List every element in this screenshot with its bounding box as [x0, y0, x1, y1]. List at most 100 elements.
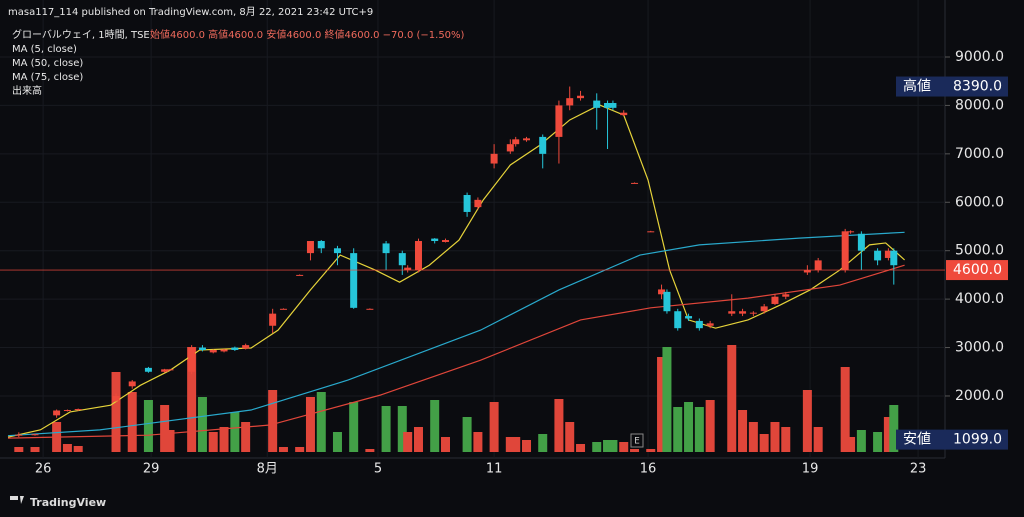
volume-bar: [592, 442, 602, 452]
candle-body: [242, 345, 250, 349]
volume-bar: [268, 390, 278, 452]
brand: TradingView: [30, 496, 106, 509]
candle-body: [555, 105, 563, 137]
plot: [0, 0, 945, 458]
indicator: MA (75, close): [12, 72, 83, 83]
candle-body: [431, 238, 439, 242]
volume-bar: [440, 437, 450, 452]
volume-bar: [230, 412, 240, 452]
volume-bar: [316, 392, 326, 452]
indicator: MA (50, close): [12, 58, 83, 69]
candle-body: [620, 112, 628, 116]
candle-body: [382, 243, 390, 254]
candle-body: [474, 199, 482, 208]
last-price-label: 4600.0: [953, 262, 1002, 278]
volume-bar: [111, 372, 121, 452]
volume-bar: [473, 432, 483, 452]
candle-body: [706, 323, 714, 326]
volume-bar: [522, 440, 532, 452]
volume-bar: [856, 430, 866, 452]
volume-bar: [413, 427, 423, 452]
candle-body: [604, 103, 612, 108]
moving-average: [7, 104, 905, 438]
moving-average: [7, 264, 905, 439]
volume-bar: [505, 437, 515, 452]
candle-body: [161, 369, 169, 372]
candle-body: [333, 248, 341, 254]
candle-body: [874, 250, 882, 261]
volume-bar: [738, 410, 748, 452]
candle-body: [674, 311, 682, 329]
x-tick-label: 26: [35, 462, 52, 477]
volume-bar: [662, 347, 672, 452]
volume-bar: [278, 447, 288, 452]
candle-body: [593, 100, 601, 108]
volume-bar: [630, 449, 640, 452]
candle-body: [577, 95, 585, 99]
y-tick-label: 4000.0: [955, 291, 1004, 307]
low-name: 安値: [903, 432, 931, 448]
candle-body: [128, 381, 136, 387]
candle-body: [771, 296, 779, 304]
volume-bar: [646, 449, 656, 452]
volume-bar: [840, 367, 850, 452]
volume-bar: [30, 447, 40, 452]
candle-body: [523, 138, 531, 141]
volume-bar: [694, 407, 704, 452]
volume-bar: [349, 402, 359, 452]
candle-body: [31, 434, 39, 436]
candle-body: [841, 231, 849, 271]
candle-body: [441, 240, 449, 242]
volume-bar: [73, 446, 83, 452]
volume-bar: [673, 407, 683, 452]
volume-bar: [381, 406, 391, 452]
volume-bar: [608, 440, 618, 452]
volume-bar: [489, 402, 499, 452]
candle-body: [144, 367, 152, 372]
candle-body: [539, 136, 547, 154]
volume-bar: [565, 422, 575, 452]
high-name: 高値: [903, 78, 931, 95]
event-box[interactable]: [630, 433, 644, 448]
candle-body: [857, 233, 865, 251]
candle-body: [53, 410, 61, 416]
volume-bar: [576, 444, 586, 452]
symbol: グローバルウェイ, 1時間, TSE: [12, 28, 150, 41]
candle-body: [609, 103, 617, 108]
published: masa117_114 published on TradingView.com…: [8, 6, 373, 18]
volume-bar: [187, 347, 197, 452]
indicator: MA (5, close): [12, 44, 77, 55]
x-tick-label: 23: [910, 462, 927, 477]
candle-body: [15, 434, 23, 436]
candle-body: [404, 267, 412, 271]
candle-body: [414, 241, 422, 271]
volume-bar: [143, 400, 153, 452]
candle-body: [782, 294, 790, 297]
candle-body: [739, 311, 747, 314]
y-tick-label: 8000.0: [955, 97, 1004, 113]
candle-body: [231, 347, 239, 350]
candle-body: [306, 241, 314, 254]
candle-body: [279, 308, 287, 310]
volume-bar: [883, 417, 893, 452]
volume-bar: [727, 345, 737, 452]
candle-body: [647, 231, 655, 233]
candle-body: [166, 369, 174, 371]
volume-bar: [165, 430, 175, 452]
candle-body: [685, 316, 693, 319]
volume-bar: [619, 442, 629, 452]
candle-body: [890, 250, 898, 266]
candle-body: [188, 347, 196, 372]
candle-body: [847, 231, 855, 233]
candle-body: [198, 347, 206, 350]
candle-body: [490, 153, 498, 164]
moving-average: [7, 231, 905, 437]
logo: [10, 496, 24, 504]
volume-bar: [208, 432, 218, 452]
volume-bar: [889, 405, 899, 452]
volume-bar: [365, 449, 375, 452]
volume-bar: [397, 406, 407, 452]
event[interactable]: E: [634, 437, 640, 447]
y-tick-label: 7000.0: [955, 146, 1004, 162]
